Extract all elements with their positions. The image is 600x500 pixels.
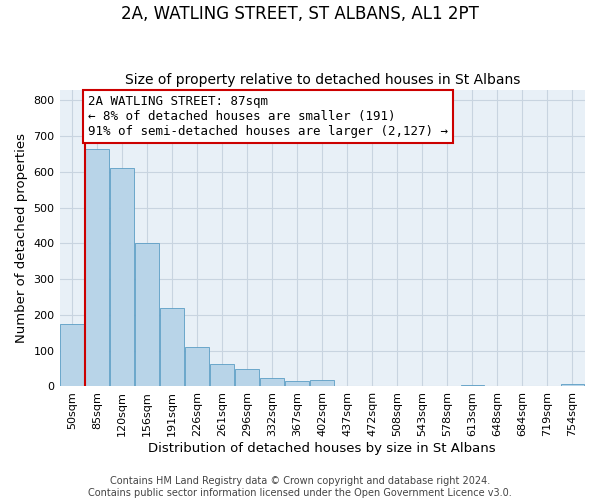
Text: 2A, WATLING STREET, ST ALBANS, AL1 2PT: 2A, WATLING STREET, ST ALBANS, AL1 2PT <box>121 5 479 23</box>
Y-axis label: Number of detached properties: Number of detached properties <box>15 133 28 343</box>
Bar <box>185 347 209 387</box>
Bar <box>560 384 584 386</box>
Bar <box>235 370 259 386</box>
Bar <box>210 364 234 386</box>
Bar <box>110 168 134 386</box>
Bar <box>286 381 309 386</box>
X-axis label: Distribution of detached houses by size in St Albans: Distribution of detached houses by size … <box>148 442 496 455</box>
Text: 2A WATLING STREET: 87sqm
← 8% of detached houses are smaller (191)
91% of semi-d: 2A WATLING STREET: 87sqm ← 8% of detache… <box>88 95 448 138</box>
Bar <box>60 324 84 386</box>
Bar <box>85 148 109 386</box>
Bar <box>135 244 159 386</box>
Text: Contains HM Land Registry data © Crown copyright and database right 2024.
Contai: Contains HM Land Registry data © Crown c… <box>88 476 512 498</box>
Bar <box>160 308 184 386</box>
Bar <box>310 380 334 386</box>
Bar <box>461 384 484 386</box>
Title: Size of property relative to detached houses in St Albans: Size of property relative to detached ho… <box>125 73 520 87</box>
Bar <box>260 378 284 386</box>
